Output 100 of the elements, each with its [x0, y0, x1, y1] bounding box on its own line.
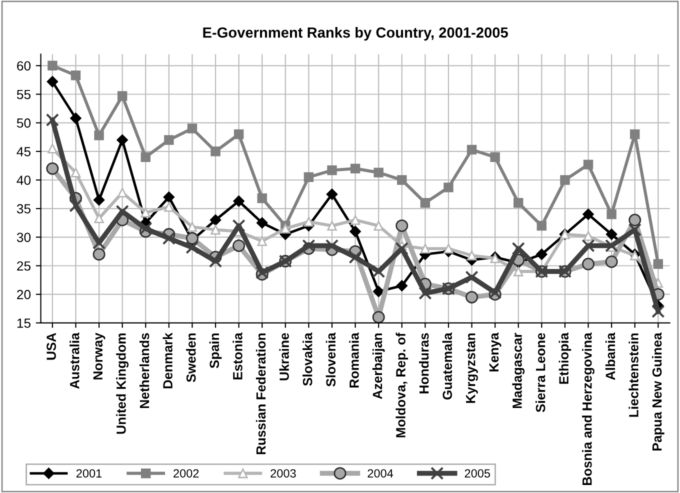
- x-tick-label: United Kingdom: [116, 333, 129, 434]
- y-tick-label: 55: [16, 90, 31, 100]
- legend-label: 2004: [368, 469, 394, 478]
- point: [187, 222, 198, 232]
- point: [280, 224, 290, 234]
- point: [372, 264, 386, 278]
- point: [48, 60, 58, 71]
- x-tick-label: Guatemala: [442, 332, 452, 400]
- x-tick-label: Russian Federation: [256, 333, 266, 454]
- point: [536, 248, 548, 260]
- point: [536, 220, 547, 231]
- point: [374, 220, 384, 231]
- point: [93, 194, 105, 206]
- point: [208, 254, 222, 268]
- point: [350, 215, 360, 225]
- point: [653, 259, 664, 269]
- x-tick-label: Honduras: [419, 333, 429, 394]
- x-tick-label: Ukraine: [279, 333, 289, 380]
- y-tick-label: 50: [16, 118, 31, 128]
- point: [374, 168, 384, 178]
- x-tick-label: Kyrgyzstan: [466, 333, 478, 403]
- x-tick-label: Liechtenstein: [628, 333, 638, 417]
- point: [652, 304, 665, 318]
- point: [257, 193, 267, 204]
- x-tick-label: USA: [46, 332, 56, 360]
- point: [444, 182, 454, 192]
- x-tick-label: Sweden: [186, 333, 196, 382]
- x-tick-label: Bosnia and Herzegovina: [582, 332, 594, 485]
- x-tick-label: Kenya: [489, 332, 502, 372]
- point: [582, 258, 595, 270]
- point: [46, 162, 59, 175]
- x-tick-label: Netherlands: [139, 333, 150, 408]
- y-tick-label: 25: [17, 261, 31, 271]
- y-tick-label: 35: [16, 204, 31, 214]
- x-tick-label: Spain: [209, 333, 222, 368]
- x-tick-label: Australia: [70, 332, 80, 389]
- point: [397, 175, 407, 185]
- x-tick-label: Ethiopia: [558, 332, 572, 384]
- point: [69, 199, 82, 212]
- point: [187, 124, 198, 134]
- point: [92, 248, 106, 261]
- point: [116, 134, 128, 146]
- point: [140, 152, 150, 162]
- point: [418, 286, 432, 300]
- point: [606, 209, 616, 220]
- point: [70, 112, 82, 124]
- legend-label: 2002: [174, 469, 199, 478]
- point: [628, 223, 642, 236]
- x-tick-label: Slovenia: [326, 332, 336, 387]
- point: [210, 214, 222, 226]
- point: [372, 286, 384, 298]
- point: [514, 266, 524, 276]
- point: [605, 255, 618, 268]
- point: [466, 290, 478, 304]
- y-tick-label: 20: [17, 290, 31, 300]
- point: [420, 244, 430, 254]
- point: [372, 310, 385, 323]
- point: [94, 213, 104, 224]
- point: [444, 244, 454, 254]
- point: [48, 144, 58, 154]
- x-tick-label: Romania: [349, 332, 359, 388]
- point: [163, 192, 175, 203]
- point: [395, 242, 408, 256]
- point: [466, 144, 477, 155]
- point: [302, 239, 316, 252]
- point: [350, 226, 361, 238]
- point: [327, 220, 337, 231]
- x-tick-label: Papua New Guinea: [652, 332, 664, 451]
- point: [514, 198, 524, 208]
- point: [583, 231, 594, 241]
- x-tick-label: Albania: [605, 332, 616, 380]
- y-tick-label: 45: [16, 147, 31, 156]
- point: [186, 240, 199, 254]
- legend-label: 2003: [270, 469, 296, 478]
- point: [304, 172, 314, 182]
- point: [582, 208, 594, 220]
- legend-label: 2001: [76, 469, 102, 478]
- legend-label: 2005: [464, 469, 490, 478]
- point: [583, 160, 594, 170]
- point: [420, 198, 430, 208]
- point: [233, 196, 244, 207]
- point: [257, 236, 267, 246]
- x-tick-label: Moldova, Rep. of: [396, 332, 408, 438]
- y-tick-label: 30: [16, 232, 31, 242]
- point: [46, 113, 60, 127]
- point: [512, 242, 525, 256]
- point: [350, 164, 360, 174]
- point: [139, 222, 152, 236]
- point: [164, 202, 174, 212]
- point: [70, 168, 81, 178]
- point: [92, 236, 106, 250]
- x-tick-label: Estonia: [232, 332, 242, 380]
- point: [117, 91, 128, 101]
- point: [326, 188, 338, 200]
- point: [70, 70, 81, 80]
- point: [140, 208, 150, 218]
- x-tick-label: Sierra Leone: [536, 333, 546, 412]
- point: [490, 152, 500, 162]
- point: [560, 175, 570, 185]
- chart-title: E-Government Ranks by Country, 2001-2005: [203, 26, 508, 41]
